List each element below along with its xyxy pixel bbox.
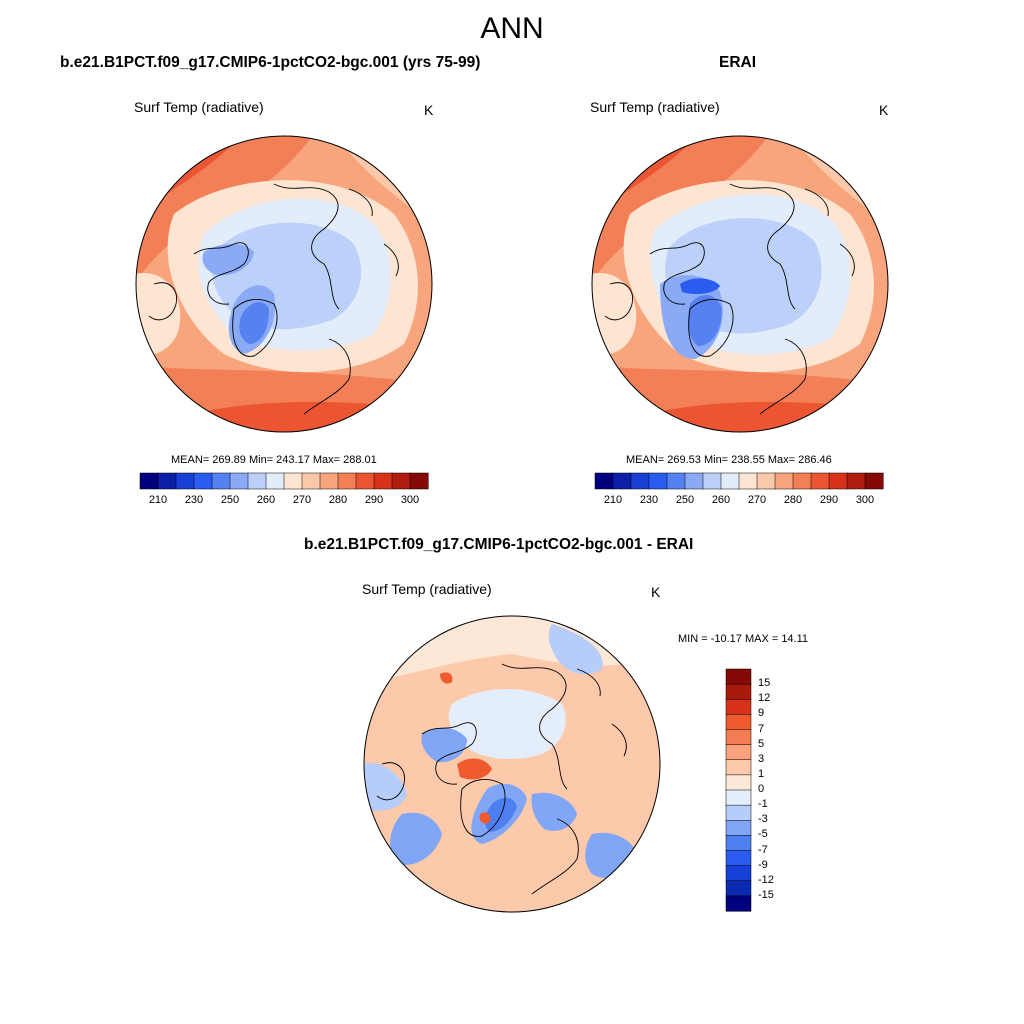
model-colorbar-box — [247, 472, 267, 490]
model-colorbar-box — [283, 472, 303, 490]
model-colorbar-tick-label: 290 — [364, 494, 384, 506]
diff-colorbar-box — [725, 699, 752, 715]
model-colorbar-tick-label: 250 — [220, 494, 240, 506]
diff-colorbar-box — [725, 774, 752, 791]
obs-colorbar-box — [666, 472, 686, 490]
model-colorbar-box — [139, 472, 159, 490]
model-colorbar-box — [355, 472, 375, 490]
model-colorbar-box — [265, 472, 285, 490]
obs-colorbar-box — [774, 472, 794, 490]
obs-colorbar-tick-label: 250 — [675, 494, 695, 506]
obs-colorbar-tick-label: 260 — [711, 494, 731, 506]
model-stats: MEAN= 269.89 Min= 243.17 Max= 288.01 — [171, 454, 377, 466]
figure-title: ANN — [480, 12, 544, 45]
diff-stats: MIN = -10.17 MAX = 14.11 — [678, 633, 809, 645]
obs-colorbar-box — [612, 472, 632, 490]
obs-colorbar-box — [630, 472, 650, 490]
obs-colorbar-box — [756, 472, 776, 490]
diff-colorbar-box — [725, 759, 752, 776]
obs-colorbar-box — [648, 472, 668, 490]
diff-units-label: K — [651, 584, 661, 600]
model-colorbar-tick-label: 270 — [292, 494, 312, 506]
model-colorbar-tick-label: 210 — [148, 494, 168, 506]
obs-colorbar-tick-label: 270 — [747, 494, 767, 506]
model-variable-label: Surf Temp (radiative) — [134, 99, 264, 115]
diff-colorbar-box — [725, 789, 752, 806]
diff-colorbar — [725, 668, 752, 912]
model-colorbar — [139, 472, 429, 490]
diff-colorbar-tick-label: -7 — [758, 843, 768, 856]
obs-colorbar-box — [702, 472, 722, 490]
model-colorbar-box — [391, 472, 411, 490]
diff-colorbar-tick-label: -12 — [758, 873, 774, 886]
diff-colorbar-box — [725, 865, 752, 882]
diff-colorbar-box — [725, 804, 752, 821]
diff-colorbar-tick-label: -9 — [758, 858, 768, 871]
diff-colorbar-tick-label: -1 — [758, 798, 768, 811]
obs-colorbar — [594, 472, 884, 490]
diff-colorbar-tick-label: 3 — [758, 752, 765, 765]
diff-colorbar-tick-label: -5 — [758, 828, 768, 841]
model-colorbar-box — [193, 472, 213, 490]
model-panel-title: b.e21.B1PCT.f09_g17.CMIP6-1pctCO2-bgc.00… — [60, 54, 481, 71]
model-colorbar-tick-label: 280 — [328, 494, 348, 506]
diff-polar-map — [363, 615, 661, 913]
obs-colorbar-box — [810, 472, 830, 490]
diff-colorbar-box — [725, 880, 752, 897]
model-colorbar-box — [337, 472, 357, 490]
diff-panel-title: b.e21.B1PCT.f09_g17.CMIP6-1pctCO2-bgc.00… — [304, 536, 694, 553]
obs-stats: MEAN= 269.53 Min= 238.55 Max= 286.46 — [626, 454, 832, 466]
model-colorbar-box — [229, 472, 249, 490]
diff-colorbar-box — [725, 668, 752, 685]
model-polar-map — [135, 135, 433, 433]
model-colorbar-box — [211, 472, 231, 490]
model-colorbar-box — [175, 472, 195, 490]
diff-colorbar-tick-label: -15 — [758, 888, 774, 901]
model-colorbar-box — [157, 472, 177, 490]
diff-colorbar-tick-label: 5 — [758, 737, 765, 750]
obs-colorbar-tick-label: 210 — [603, 494, 623, 506]
diff-colorbar-tick-label: 9 — [758, 707, 765, 720]
obs-colorbar-box — [864, 472, 884, 490]
model-colorbar-tick-label: 300 — [400, 494, 420, 506]
obs-colorbar-tick-label: 290 — [819, 494, 839, 506]
model-colorbar-box — [301, 472, 321, 490]
obs-panel-title: ERAI — [719, 54, 757, 71]
obs-colorbar-tick-label: 230 — [639, 494, 659, 506]
obs-colorbar-box — [792, 472, 812, 490]
model-colorbar-tick-label: 260 — [256, 494, 276, 506]
obs-colorbar-tick-label: 280 — [783, 494, 803, 506]
diff-colorbar-tick-label: 0 — [758, 783, 765, 795]
diff-colorbar-box — [725, 895, 752, 912]
diff-colorbar-tick-label: 15 — [758, 677, 771, 690]
obs-polar-map — [591, 135, 889, 433]
obs-units-label: K — [879, 102, 889, 118]
obs-colorbar-box — [720, 472, 740, 490]
diff-colorbar-box — [725, 820, 752, 836]
model-colorbar-tick-label: 230 — [184, 494, 204, 506]
model-colorbar-box — [319, 472, 339, 490]
diff-colorbar-tick-label: 7 — [758, 722, 765, 735]
obs-colorbar-box — [684, 472, 704, 490]
diff-colorbar-tick-label: -3 — [758, 813, 768, 826]
diff-colorbar-box — [725, 850, 752, 867]
obs-colorbar-box — [594, 472, 614, 490]
model-units-label: K — [424, 102, 434, 118]
diff-colorbar-box — [725, 835, 752, 852]
obs-colorbar-box — [828, 472, 848, 490]
obs-colorbar-box — [846, 472, 866, 490]
diff-colorbar-box — [725, 729, 752, 746]
model-colorbar-box — [373, 472, 393, 490]
obs-variable-label: Surf Temp (radiative) — [590, 99, 720, 115]
diff-colorbar-tick-label: 12 — [758, 692, 771, 705]
obs-colorbar-tick-label: 300 — [855, 494, 875, 506]
model-colorbar-box — [409, 472, 429, 490]
diff-colorbar-box — [725, 683, 752, 700]
diff-colorbar-tick-label: 1 — [758, 767, 765, 780]
obs-colorbar-box — [738, 472, 758, 490]
diff-colorbar-box — [725, 714, 752, 731]
diff-colorbar-box — [725, 744, 752, 761]
diff-variable-label: Surf Temp (radiative) — [362, 581, 492, 597]
